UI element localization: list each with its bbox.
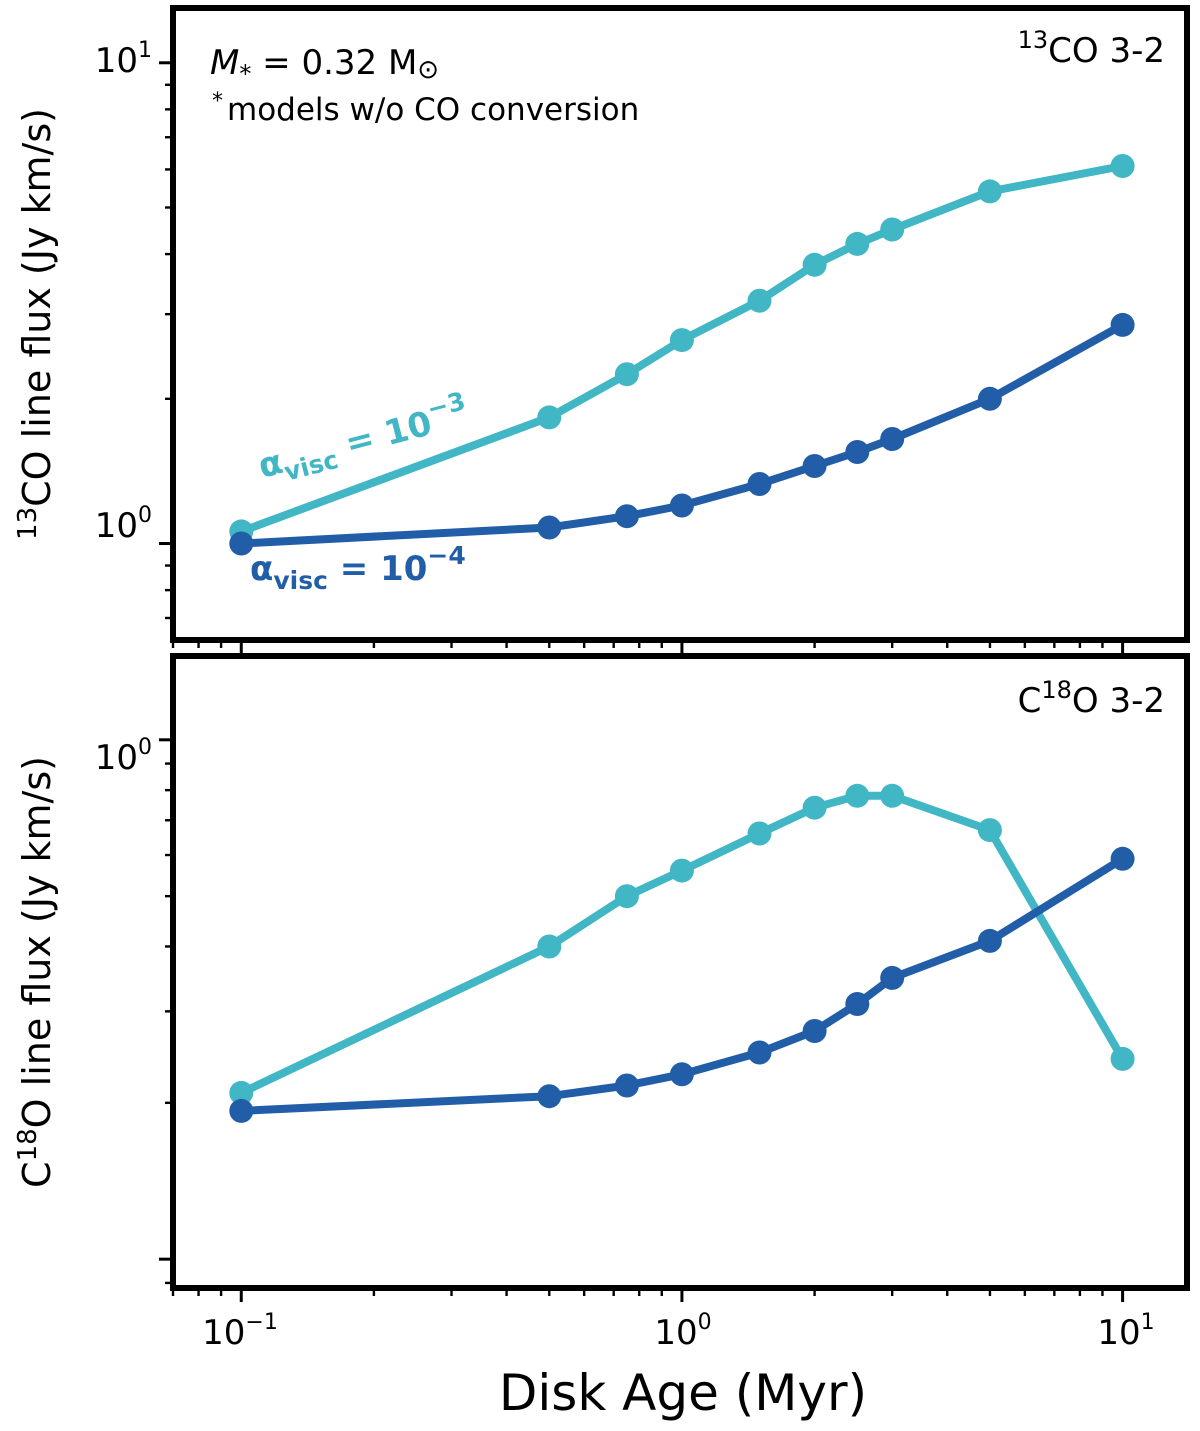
star-mass-annotation: M* = 0.32 M⊙ <box>210 43 439 88</box>
top-point-alpha-1e-4 <box>880 427 905 451</box>
xtick-label-1: 100 <box>654 1310 711 1353</box>
bottom-point-alpha-1e-4 <box>747 1040 772 1065</box>
conversion-note-annotation: * models w/o CO conversion <box>212 89 639 128</box>
top-point-alpha-1e-4 <box>537 515 562 540</box>
top-point-alpha-1e-3 <box>537 405 562 430</box>
bottom-point-alpha-1e-3 <box>845 783 870 808</box>
bottom-point-alpha-1e-4 <box>880 965 905 990</box>
panel-top: 100 101 13CO line flux (Jy km/s) 13CO 3-… <box>13 5 1190 654</box>
bottom-axes-frame <box>170 653 1190 1291</box>
top-ylabel: 13CO line flux (Jy km/s) <box>13 108 59 540</box>
series-label-alpha-1e-4: αvisc = 10−4 <box>250 541 466 595</box>
top-series-layer <box>229 154 1135 556</box>
top-point-alpha-1e-4 <box>669 493 694 518</box>
bottom-point-alpha-1e-3 <box>614 884 639 909</box>
bottom-point-alpha-1e-3 <box>537 934 562 959</box>
top-series-line-alpha-1e-4 <box>237 320 1127 548</box>
bottom-point-alpha-1e-4 <box>537 1084 562 1109</box>
bottom-panel-label: C18O 3-2 <box>1018 676 1165 721</box>
top-point-alpha-1e-4 <box>977 386 1002 411</box>
xtick-label-0.1: 10−1 <box>202 1310 278 1353</box>
panel-bottom: 100 10−1 100 101 C18O line flux (Jy km/s… <box>13 653 1190 1422</box>
bottom-point-alpha-1e-3 <box>977 818 1002 843</box>
bottom-ylabel: C18O line flux (Jy km/s) <box>13 756 59 1188</box>
bottom-point-alpha-1e-4 <box>614 1073 639 1098</box>
bottom-point-alpha-1e-4 <box>977 928 1002 953</box>
top-point-alpha-1e-3 <box>614 362 639 387</box>
top-point-alpha-1e-3 <box>977 179 1002 204</box>
x-axis-label: Disk Age (Myr) <box>499 1364 867 1422</box>
bottom-ytick-label-1: 100 <box>95 735 152 778</box>
bottom-point-alpha-1e-4 <box>845 992 870 1016</box>
top-axes-frame <box>170 5 1190 643</box>
bottom-point-alpha-1e-3 <box>802 795 827 820</box>
bottom-series-line-alpha-1e-3 <box>237 791 1127 1097</box>
top-point-alpha-1e-3 <box>1110 154 1135 178</box>
top-point-alpha-1e-4 <box>614 504 639 529</box>
bottom-point-alpha-1e-3 <box>880 783 905 808</box>
top-point-alpha-1e-3 <box>669 328 694 353</box>
bottom-point-alpha-1e-3 <box>747 821 772 846</box>
top-point-alpha-1e-4 <box>1110 312 1135 337</box>
top-point-alpha-1e-3 <box>845 231 870 256</box>
top-point-alpha-1e-4 <box>845 440 870 464</box>
top-point-alpha-1e-3 <box>747 288 772 313</box>
top-ytick-label-10: 101 <box>95 38 152 81</box>
bottom-point-alpha-1e-4 <box>802 1019 827 1043</box>
top-ytick-label-1: 100 <box>95 503 152 546</box>
bottom-point-alpha-1e-3 <box>229 1080 254 1105</box>
top-point-alpha-1e-4 <box>229 531 254 556</box>
top-point-alpha-1e-4 <box>802 454 827 478</box>
bottom-point-alpha-1e-3 <box>1110 1046 1135 1071</box>
bottom-series-line-alpha-1e-4 <box>237 854 1127 1115</box>
xtick-label-10: 101 <box>1097 1310 1154 1353</box>
bottom-point-alpha-1e-4 <box>229 1098 254 1123</box>
top-point-alpha-1e-4 <box>747 472 772 496</box>
top-panel-label: 13CO 3-2 <box>1018 26 1165 71</box>
bottom-point-alpha-1e-3 <box>669 858 694 883</box>
top-point-alpha-1e-3 <box>802 252 827 277</box>
top-series-line-alpha-1e-3 <box>237 162 1127 536</box>
bottom-point-alpha-1e-4 <box>669 1062 694 1087</box>
bottom-series-layer <box>229 783 1135 1123</box>
series-label-alpha-1e-3: αvisc = 10−3 <box>252 386 474 492</box>
top-point-alpha-1e-3 <box>880 217 905 242</box>
bottom-point-alpha-1e-4 <box>1110 846 1135 871</box>
